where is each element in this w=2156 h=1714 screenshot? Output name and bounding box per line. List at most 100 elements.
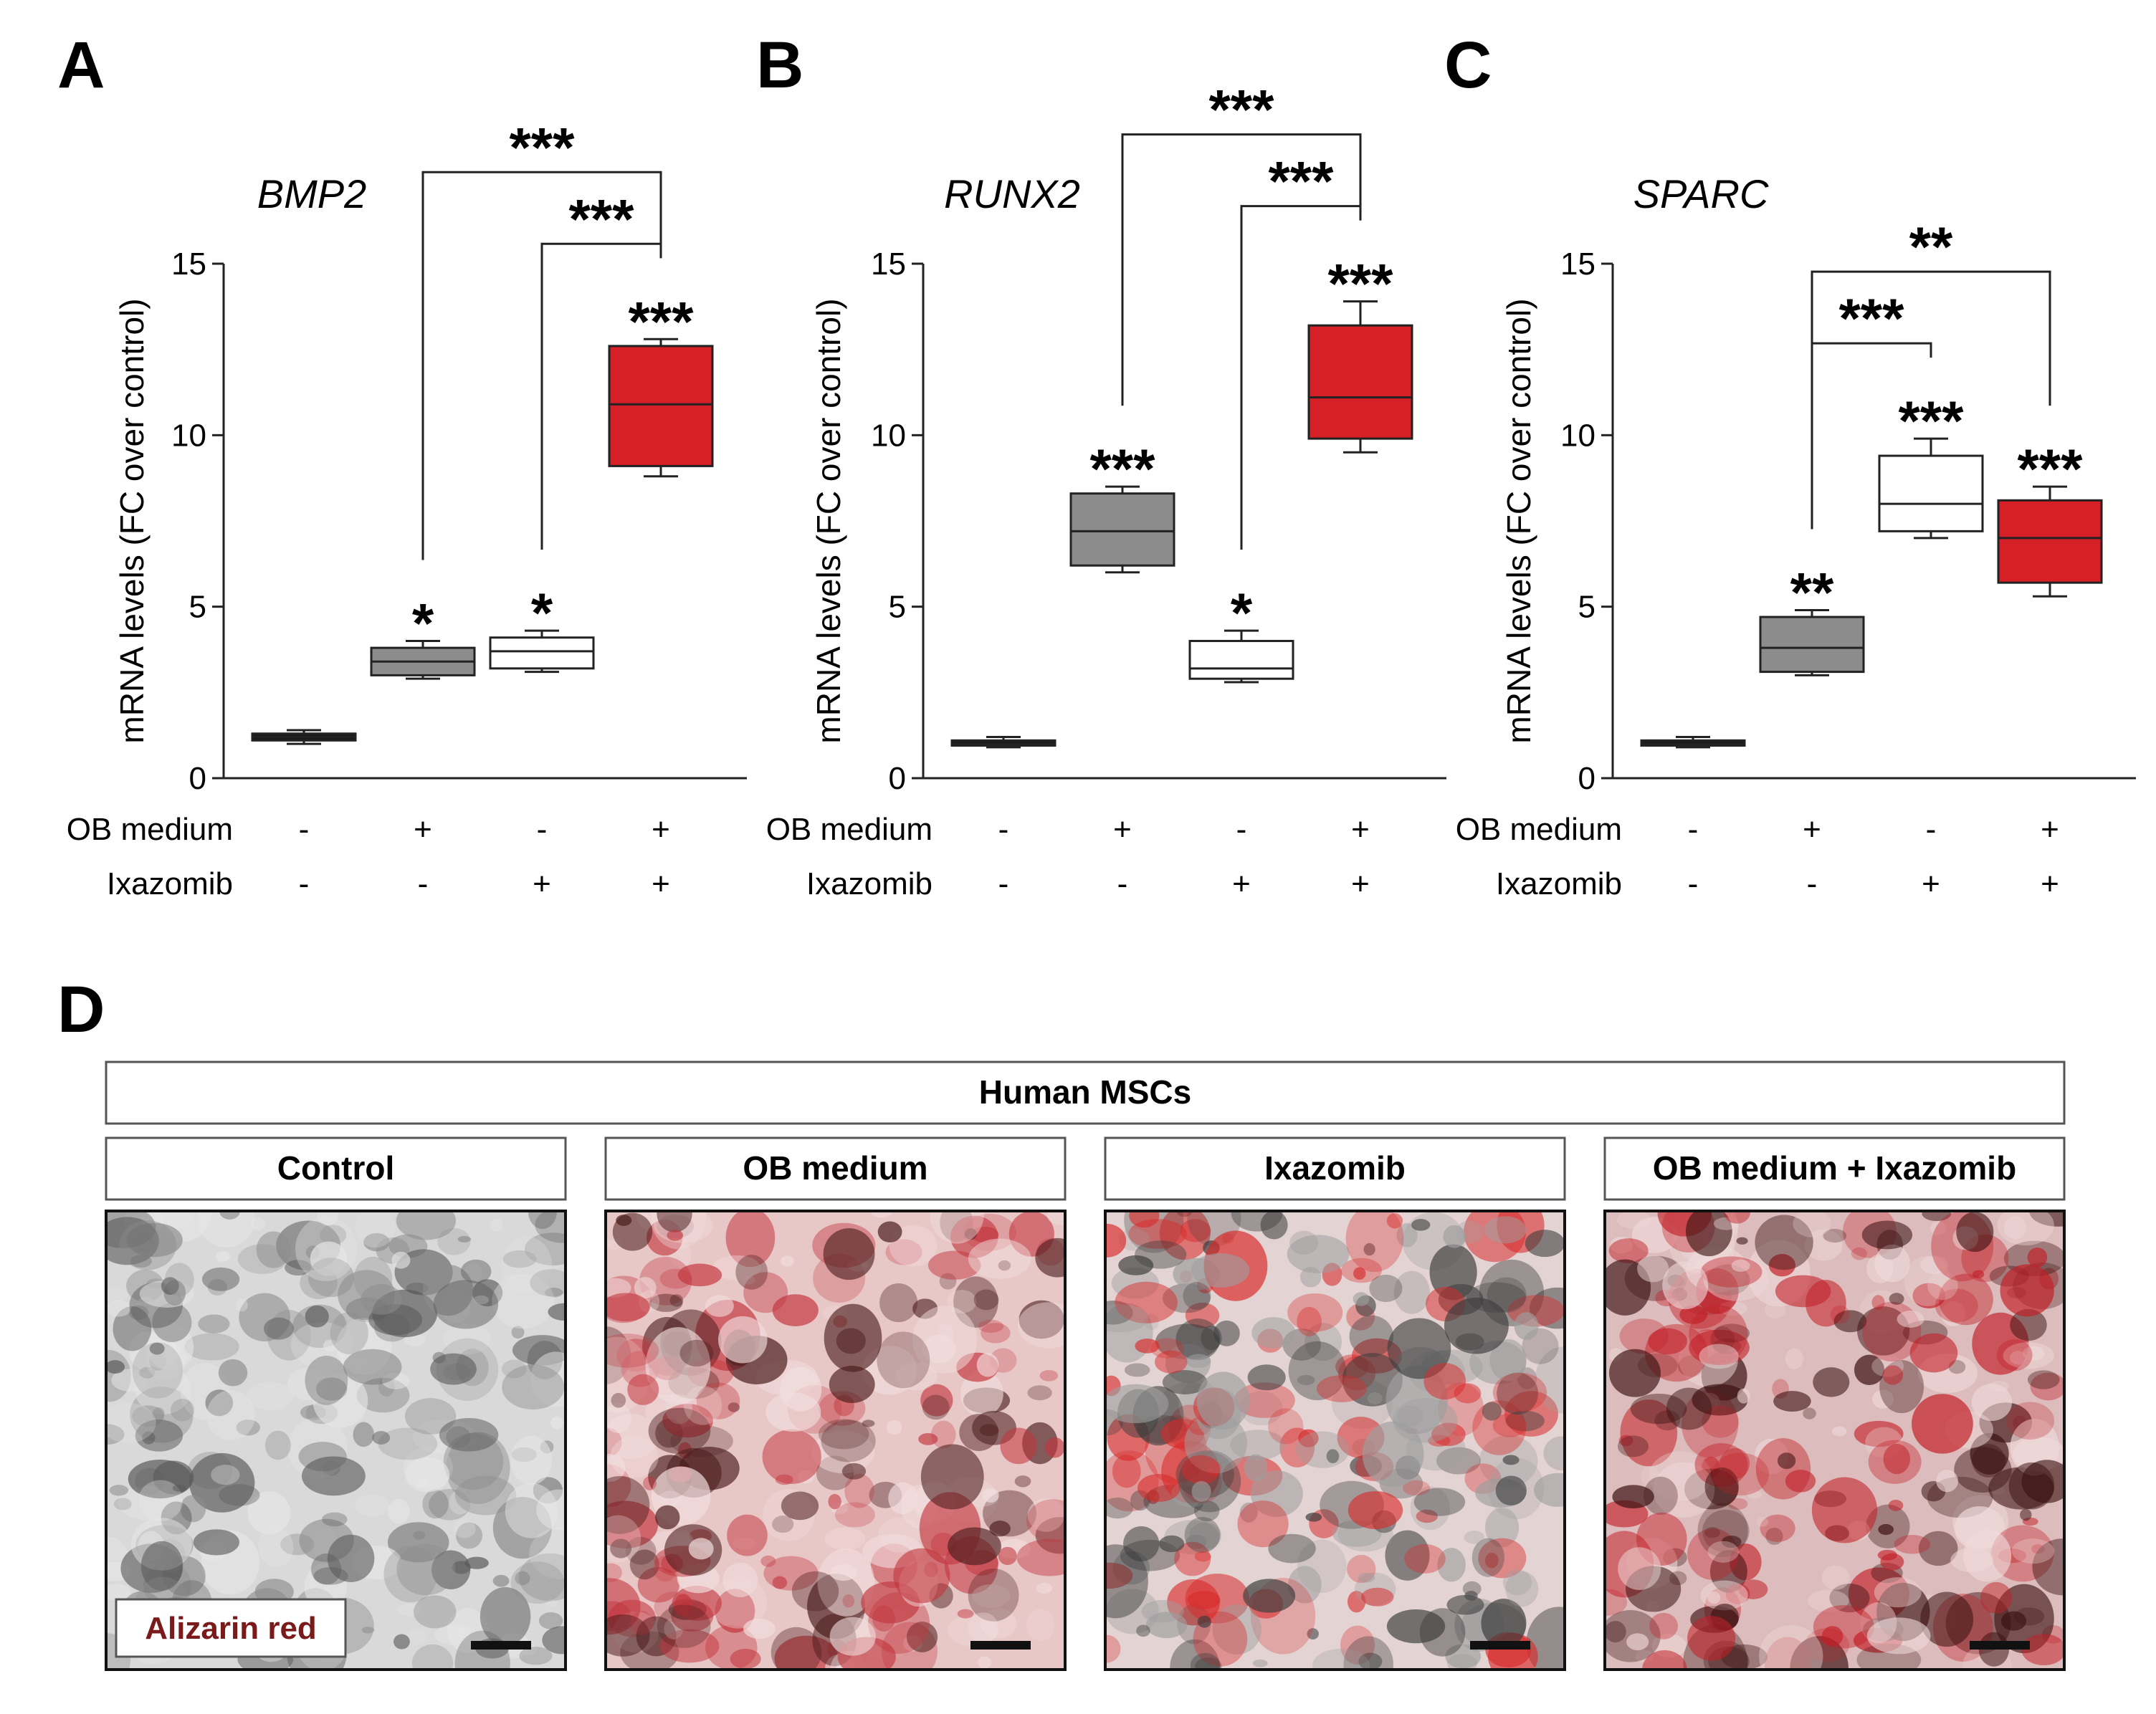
ixazomib-sign: + [1351, 866, 1370, 901]
cell-blob [219, 1211, 240, 1220]
significance-marker: *** [1089, 437, 1155, 500]
cell-blob [406, 1629, 428, 1645]
cell-blob [1413, 1488, 1466, 1516]
cell-blob [1935, 1288, 1978, 1323]
cell-blob [1243, 1579, 1296, 1613]
cell-blob [688, 1538, 714, 1560]
cell-blob [321, 1512, 348, 1527]
cell-blob [205, 1389, 234, 1417]
cell-blob [1777, 1452, 1796, 1470]
cell-blob [411, 1644, 454, 1670]
row-label-ixazomib: Ixazomib [107, 866, 233, 901]
cell-blob [106, 1217, 159, 1265]
cell-blob [422, 1489, 449, 1519]
cell-blob [973, 1289, 999, 1311]
row-label-ob-medium: OB medium [67, 812, 233, 847]
cell-blob [662, 1404, 713, 1438]
cell-blob [824, 1303, 882, 1372]
ob-medium-sign: - [299, 812, 310, 847]
cell-blob [1821, 1565, 1850, 1590]
cell-blob [1866, 1504, 1910, 1548]
cell-blob [906, 1622, 938, 1652]
cell-blob [728, 1402, 740, 1412]
cell-blob [610, 1538, 632, 1559]
cell-blob [247, 1491, 291, 1535]
cell-blob [1829, 1583, 1870, 1613]
cell-blob [1785, 1470, 1816, 1493]
cell-blob [363, 1232, 390, 1252]
cell-blob [1710, 1326, 1735, 1353]
cell-blob [457, 1235, 472, 1243]
cell-blob [1851, 1247, 1867, 1260]
cell-blob [536, 1489, 566, 1531]
cell-blob [1136, 1624, 1150, 1637]
condition-label-box [105, 1136, 567, 1201]
cell-blob [1821, 1626, 1843, 1647]
cell-blob [1854, 1354, 1885, 1386]
cell-blob [885, 1239, 922, 1265]
comparison-label: *** [1268, 150, 1334, 213]
cell-blob [119, 1220, 176, 1270]
cell-blob [1411, 1219, 1431, 1231]
cell-blob [1973, 1270, 1985, 1279]
cell-blob [330, 1311, 368, 1355]
cell-blob [877, 1331, 930, 1389]
cell-blob [1349, 1315, 1394, 1358]
cell-blob [315, 1377, 348, 1401]
cell-blob [1239, 1502, 1258, 1523]
cell-blob [1446, 1654, 1478, 1670]
cell-blob [645, 1327, 711, 1404]
cell-blob [606, 1278, 631, 1298]
y-axis-label: mRNA levels (FC over control) [1500, 298, 1537, 743]
cell-blob [305, 1305, 329, 1328]
cell-blob [1027, 1498, 1065, 1532]
cell-blob [1918, 1531, 1958, 1566]
cell-blob [1105, 1562, 1133, 1589]
stain-label: Alizarin red [145, 1611, 317, 1646]
cell-blob [886, 1419, 902, 1435]
significance-marker: * [1231, 581, 1253, 644]
cell-blob [433, 1280, 499, 1329]
cell-blob [1017, 1302, 1065, 1349]
cell-blob [1877, 1549, 1897, 1561]
scale-bar [1970, 1641, 2030, 1650]
cell-blob [1180, 1219, 1211, 1243]
cell-blob [1195, 1657, 1222, 1670]
cell-blob [414, 1595, 457, 1629]
micrograph-border [1104, 1210, 1566, 1671]
cell-blob [2031, 1543, 2045, 1554]
cell-blob [606, 1293, 650, 1322]
cell-blob [717, 1316, 768, 1364]
cell-blob [1039, 1370, 1059, 1382]
cell-blob [1159, 1535, 1185, 1553]
significance-marker: *** [2017, 437, 2083, 500]
cell-blob [152, 1407, 165, 1421]
cell-blob [1704, 1527, 1721, 1538]
cell-blob [606, 1403, 631, 1433]
cell-blob [1297, 1306, 1322, 1336]
cell-blob [501, 1236, 552, 1293]
panel-letter: B [756, 29, 803, 102]
cell-blob [290, 1322, 354, 1368]
cell-blob [679, 1339, 714, 1367]
cell-blob [301, 1456, 366, 1496]
cell-blob [1363, 1243, 1375, 1256]
cell-blob [295, 1216, 357, 1281]
cell-blob [1307, 1628, 1319, 1639]
cell-blob [1026, 1609, 1055, 1642]
cell-blob [1287, 1235, 1350, 1274]
y-tick-label: 0 [189, 761, 206, 796]
cell-blob [387, 1499, 410, 1524]
cell-blob [1287, 1293, 1343, 1332]
cell-blob [1702, 1405, 1739, 1438]
cell-blob [970, 1226, 999, 1243]
cell-blob [161, 1501, 192, 1535]
cell-blob [1118, 1228, 1150, 1251]
cell-blob [1035, 1517, 1065, 1554]
cell-blob [1423, 1363, 1466, 1400]
cell-blob [528, 1211, 557, 1229]
y-tick-label: 5 [189, 590, 206, 625]
cell-blob [132, 1342, 183, 1399]
cell-blob [1608, 1238, 1649, 1263]
cell-blob [1404, 1543, 1446, 1574]
